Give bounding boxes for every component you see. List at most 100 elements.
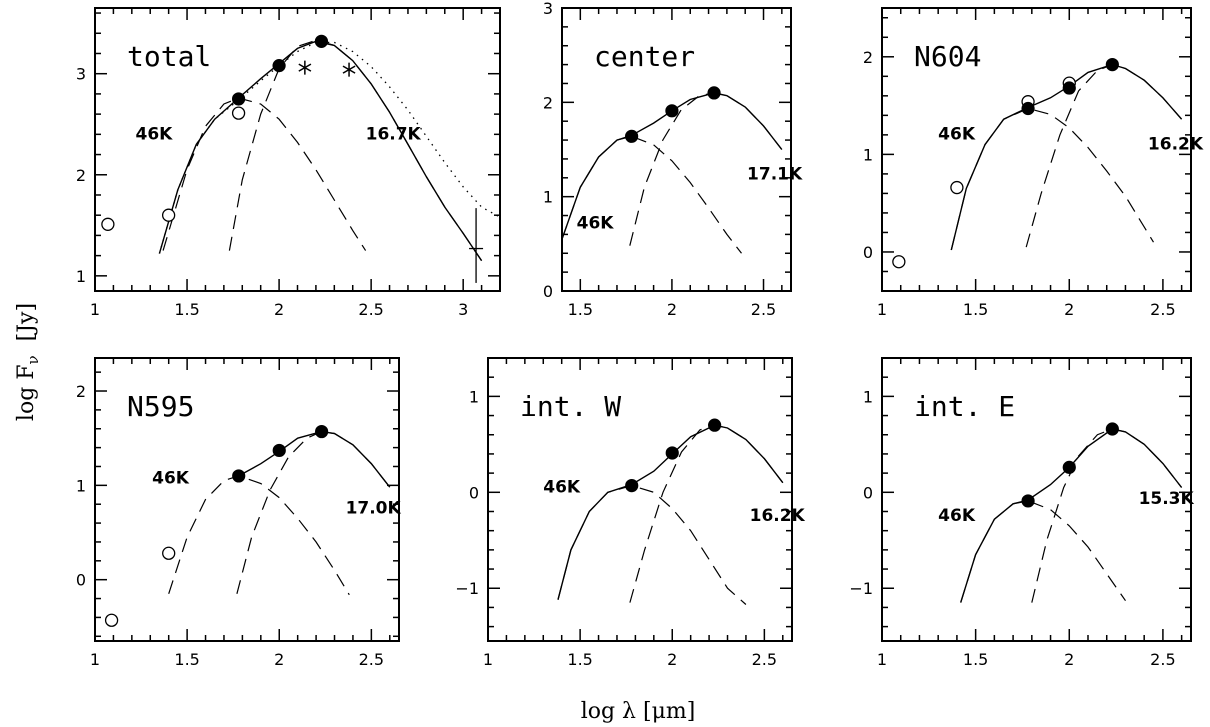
temperature-label: 46K <box>577 214 615 234</box>
open-data-point <box>101 217 115 231</box>
component-curve-46k <box>168 475 350 596</box>
temperature-label: 17.1K <box>747 165 803 185</box>
x-tick-label: 2 <box>667 300 677 319</box>
y-tick-label: 2 <box>76 166 86 185</box>
filled-data-point <box>1105 57 1119 72</box>
y-tick-label: 1 <box>469 387 479 406</box>
y-tick-label: 2 <box>76 382 86 401</box>
panel-center: 1.5 2 2.5 0 1 2 3 center 17.1K 46K <box>543 0 803 319</box>
y-tick-label: 1 <box>76 267 86 286</box>
temperature-label: 46K <box>543 477 581 497</box>
filled-data-point <box>272 59 286 73</box>
component-curve-15-3k <box>1031 428 1183 603</box>
panel-int-e: 1 1.5 2 2.5 −1 0 1 int. E 46K 15.3K <box>849 357 1195 669</box>
component-curve-46k <box>950 107 1155 251</box>
filled-data-point <box>707 86 721 100</box>
x-tick-label: 2 <box>274 650 284 669</box>
plot-frame <box>881 357 1192 642</box>
x-tick-label: 2 <box>1064 300 1074 319</box>
y-tick-label: 1 <box>543 188 553 207</box>
y-tick-label: 2 <box>863 48 873 67</box>
svg-text:log Fν[Jy]: log Fν [Jy] <box>14 303 42 421</box>
panel-title: center <box>594 40 695 73</box>
y-tick-label: 0 <box>469 483 479 502</box>
x-tick-label: 1 <box>877 300 887 319</box>
panel-title: N595 <box>127 390 194 423</box>
temperature-label: 46K <box>938 125 976 145</box>
temperature-label: 16.2K <box>750 506 806 526</box>
y-tick-label: 1 <box>863 145 873 164</box>
plot-frame <box>881 7 1192 292</box>
open-data-point <box>231 106 246 120</box>
x-tick-label: 2.5 <box>1150 300 1175 319</box>
y-tick-label: −1 <box>455 579 479 598</box>
temperature-label: 46K <box>938 506 976 526</box>
x-tick-label: 1.5 <box>174 650 199 669</box>
x-tick-label: 2.5 <box>1150 650 1175 669</box>
x-tick-label: 2.5 <box>358 300 383 319</box>
curves <box>960 428 1183 603</box>
plot-frame <box>94 357 400 642</box>
total-fit-curve <box>158 40 483 262</box>
panel-n604: 1 1.5 2 2.5 0 1 2 N604 46K 16.2K <box>863 7 1204 319</box>
filled-data-point <box>315 424 329 439</box>
x-tick-label: 2 <box>1064 650 1074 669</box>
y-axis-title-unit: [Jy] <box>14 303 39 341</box>
component-curve-16-2k <box>1025 63 1183 248</box>
x-tick-label: 3 <box>458 300 468 319</box>
filled-data-point <box>708 418 722 432</box>
x-tick-label: 1.5 <box>963 650 988 669</box>
temperature-label: 16.2K <box>1148 135 1204 155</box>
x-tick-label: 1 <box>483 650 493 669</box>
component-curve-17-0k <box>236 430 391 594</box>
star-data-point <box>298 60 312 75</box>
filled-data-point <box>1021 101 1035 116</box>
filled-data-point <box>665 104 679 118</box>
x-tick-label: 1.5 <box>963 300 988 319</box>
component-curve-46k <box>960 500 1126 603</box>
temperature-label: 46K <box>152 468 190 488</box>
x-axis-title: log λ [μm] <box>581 699 696 724</box>
dotted-fit-curve <box>158 41 500 254</box>
filled-data-point <box>625 129 639 143</box>
panels: 1 1.5 2 2.5 3 1 2 3 total 46K 16.7K 1.5 2 2.5 0 1 2 3 cent… <box>76 0 1204 669</box>
x-tick-label: 2 <box>667 650 677 669</box>
panel-title: int. E <box>914 390 1015 423</box>
total-fit-curve <box>238 430 391 488</box>
y-tick-label: 2 <box>543 93 553 112</box>
filled-data-point <box>1062 460 1076 474</box>
x-tick-label: 1 <box>877 650 887 669</box>
panel-n595: 1 1.5 2 2.5 0 1 2 N595 46K 17.0K <box>76 357 402 669</box>
x-tick-label: 1.5 <box>567 650 592 669</box>
filled-data-point <box>665 446 679 460</box>
y-tick-label: 3 <box>76 65 86 84</box>
x-tick-label: 2.5 <box>752 650 777 669</box>
x-tick-label: 2.5 <box>751 300 776 319</box>
filled-data-point <box>625 478 639 493</box>
temperature-label: 17.0K <box>346 499 402 519</box>
y-tick-label: −1 <box>849 579 873 598</box>
x-tick-label: 1 <box>90 300 100 319</box>
y-axis-title-subscript: ν <box>24 355 42 364</box>
temperature-label: 16.7K <box>366 124 422 144</box>
y-tick-label: 0 <box>863 483 873 502</box>
plot-frame <box>94 7 501 292</box>
y-tick-label: 1 <box>76 476 86 495</box>
component-curve-46k <box>557 484 747 605</box>
component-curve-46k <box>162 97 367 251</box>
open-data-point <box>161 208 176 222</box>
plot-frame <box>561 7 792 292</box>
x-tick-label: 1.5 <box>568 300 593 319</box>
open-data-point <box>892 255 906 269</box>
component-curve-46k <box>562 135 742 254</box>
total-fit-curve <box>960 428 1183 603</box>
y-axis-title-main: log F <box>14 364 39 421</box>
panel-int-w: 1 1.5 2 2.5 −1 0 1 int. W 46K 16.2K <box>455 357 806 669</box>
panel-title: total <box>127 40 211 73</box>
x-tick-label: 1 <box>90 650 100 669</box>
x-tick-label: 1.5 <box>174 300 199 319</box>
y-tick-label: 1 <box>863 387 873 406</box>
temperature-label: 46K <box>136 124 174 144</box>
x-tick-label: 2 <box>274 300 284 319</box>
panel-title: N604 <box>914 40 981 73</box>
